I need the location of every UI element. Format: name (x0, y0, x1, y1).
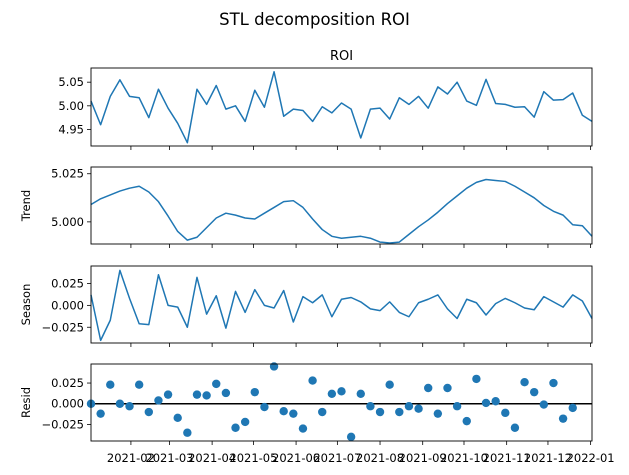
x-tick-label: 2021-03 (145, 451, 193, 465)
y-axis-label: Trend (19, 190, 33, 222)
resid-point (481, 398, 491, 408)
resid-point (298, 424, 308, 433)
y-tick-label: −0.025 (41, 320, 84, 334)
y-tick-label: 5.025 (51, 167, 84, 181)
x-tick-label: 2021-07 (313, 451, 361, 465)
x-tick-label: 2021-09 (399, 451, 447, 465)
subplot-trend: Trend 5.000 5.025 (19, 166, 593, 248)
resid-point (375, 407, 385, 417)
resid-point (240, 417, 250, 427)
figure-suptitle: STL decomposition ROI (219, 10, 410, 29)
resid-point (520, 378, 529, 387)
resid-point (192, 390, 202, 399)
x-tick-label: 2021-04 (188, 451, 236, 465)
x-tick-label: 2021-12 (524, 451, 572, 465)
subplot-observed: ROI 4.95 5.00 5.05 (58, 49, 593, 150)
resid-point (414, 404, 423, 413)
resid-point (115, 399, 125, 408)
y-tick-label: 0.025 (51, 277, 84, 291)
y-tick-label: 0.000 (51, 397, 84, 411)
subplot-title: ROI (330, 49, 353, 64)
resid-point (279, 406, 288, 416)
resid-point (183, 428, 192, 437)
y-axis-label: Resid (19, 387, 33, 418)
subplot-panels: ROI 4.95 5.00 5.05 Trend 5.000 5.025 Season −0.0… (19, 49, 615, 465)
resid-point (125, 402, 134, 411)
resid-point (346, 432, 356, 442)
y-tick-label: −0.025 (41, 417, 84, 431)
resid-point (96, 409, 105, 418)
resid-point (134, 380, 144, 389)
y-tick-label: 0.000 (51, 298, 84, 312)
resid-point (404, 402, 414, 411)
resid-point (173, 413, 182, 423)
resid-point (501, 408, 510, 418)
resid-point (424, 383, 433, 393)
resid-point (510, 423, 520, 432)
resid-point (106, 380, 115, 389)
resid-point (221, 388, 231, 398)
resid-point (433, 409, 443, 418)
x-tick-label: 2021-10 (440, 451, 488, 465)
axes-frame (90, 363, 593, 442)
series-line (90, 269, 593, 342)
resid-point (539, 400, 549, 409)
x-tick-label: 2021-02 (107, 451, 155, 465)
resid-point (327, 389, 337, 399)
resid-point (558, 414, 568, 423)
resid-point (289, 409, 298, 418)
resid-point (260, 402, 269, 412)
axes-frame (90, 166, 593, 245)
resid-point (385, 380, 394, 389)
axes-frame (90, 265, 593, 344)
resid-point (318, 407, 327, 417)
resid-point (529, 387, 539, 397)
resid-point (366, 402, 375, 411)
x-tick-label: 2021-05 (229, 451, 277, 465)
y-tick-label: 5.05 (58, 75, 84, 89)
resid-point (144, 407, 154, 417)
resid-point (549, 378, 558, 388)
y-tick-label: 4.95 (58, 122, 84, 136)
resid-point (568, 403, 577, 413)
subplot-season: Season −0.025 0.000 0.025 (19, 265, 593, 347)
resid-point (154, 396, 163, 405)
series-line (90, 178, 593, 244)
resid-point (356, 389, 365, 399)
resid-point (212, 379, 221, 389)
resid-point (337, 387, 346, 396)
resid-point (443, 383, 452, 393)
resid-point (395, 407, 404, 417)
resid-point (202, 391, 211, 400)
x-tick-label: 2022-01 (567, 451, 615, 465)
resid-point (472, 374, 481, 384)
axes-frame (90, 67, 593, 147)
resid-point (250, 387, 259, 397)
resid-point (452, 402, 462, 411)
resid-point (462, 416, 471, 426)
y-tick-label: 0.025 (51, 376, 84, 390)
resid-point (269, 362, 279, 371)
resid-point (163, 390, 173, 399)
series-line (90, 71, 593, 144)
x-tick-label: 2021-06 (272, 451, 320, 465)
resid-point (308, 376, 317, 385)
y-tick-label: 5.00 (58, 99, 84, 113)
y-tick-label: 5.000 (51, 215, 84, 229)
subplot-resid: Resid −0.025 0.000 0.025 (19, 362, 593, 445)
x-tick-label: 2021-11 (483, 451, 531, 465)
x-tick-label: 2021-08 (356, 451, 404, 465)
resid-point (491, 397, 500, 406)
y-axis-label: Season (19, 284, 33, 326)
resid-point (231, 423, 240, 432)
